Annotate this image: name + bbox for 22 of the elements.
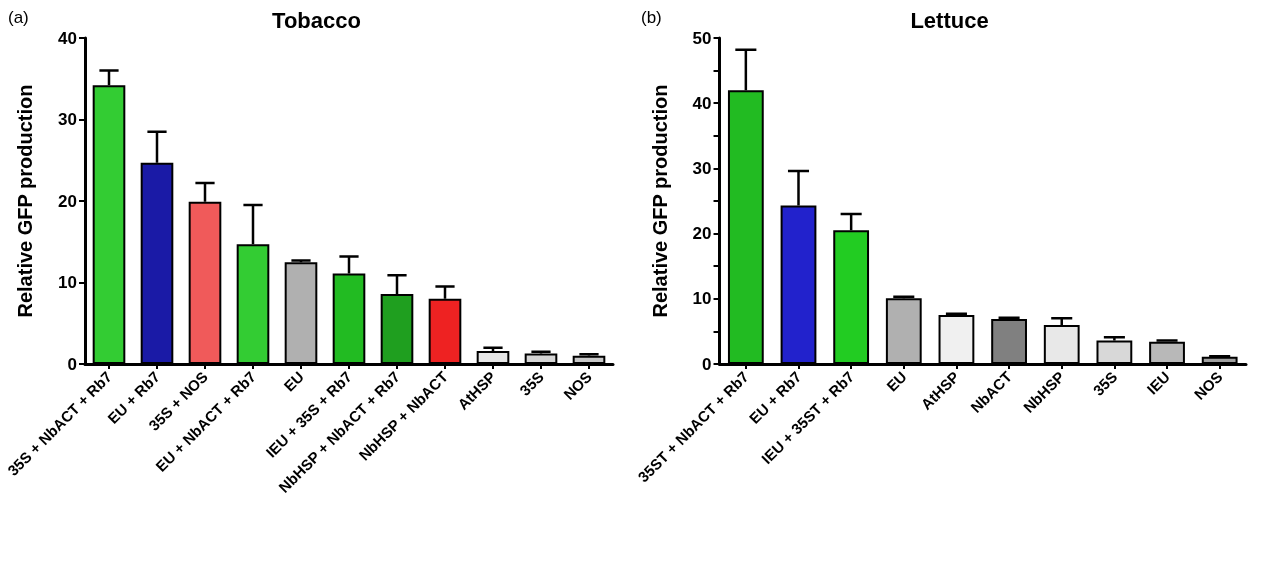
text: (a) [8,8,29,28]
y-tick-label: 0 [67,354,77,374]
text: (b) [641,8,662,28]
y-tick-label: 30 [58,110,77,129]
y-tick-label: 30 [692,158,712,178]
y-tick-label: 10 [58,273,77,292]
y-tick-label: 40 [58,28,77,48]
x-tick-label: IEU [1143,367,1174,398]
x-tick-label: EU [883,367,910,395]
y-tick-label: 50 [692,28,712,48]
y-tick-label: 20 [58,191,77,211]
y-axis-title: Relative GFP production [648,84,671,318]
y-axis-title: Relative GFP production [14,84,36,318]
y-tick-label: 0 [702,354,712,374]
x-tick-label: 35S [516,367,548,399]
chart-title: Tobacco [272,7,361,33]
x-tick-label: EU [280,367,308,395]
x-tick-label: 35S [1089,367,1121,399]
y-tick-label: 40 [692,93,712,113]
y-tick-label: 20 [692,224,712,244]
y-tick-label: 10 [692,289,712,309]
chart-title: Lettuce [910,7,989,33]
